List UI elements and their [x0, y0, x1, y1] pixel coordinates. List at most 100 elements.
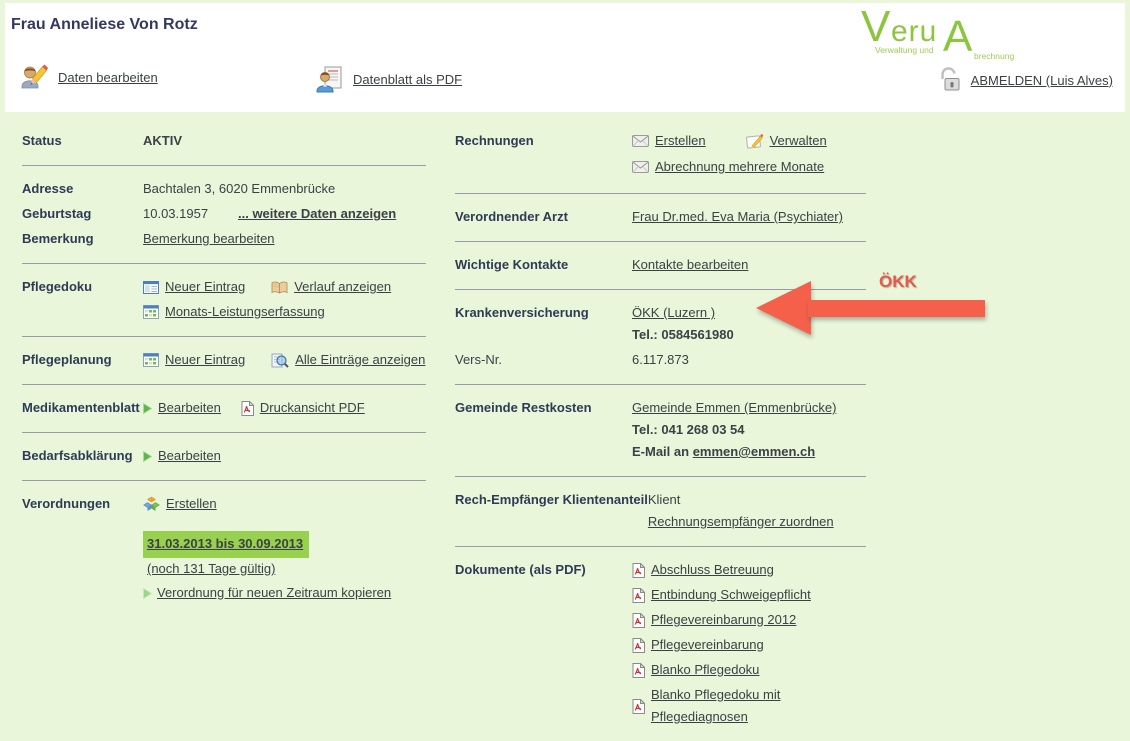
prescription-period-link[interactable]: 31.03.2013 bis 30.09.2013: [143, 531, 310, 558]
municipality-email-link[interactable]: emmen@emmen.ch: [692, 444, 816, 459]
document-link[interactable]: Abschluss Betreuung: [632, 559, 866, 581]
document-link[interactable]: Pflegevereinbarung 2012: [632, 609, 866, 631]
annotation-text: ÖKK: [879, 272, 917, 291]
care-planning-label: Pflegeplanung: [22, 352, 112, 367]
care-doc-new-entry-link[interactable]: Neuer Eintrag: [143, 276, 245, 298]
verua-logo: V eru A Verwaltung und brechnung: [861, 5, 1014, 62]
annotation-arrow-body: [808, 300, 985, 317]
pdf-icon[interactable]: [632, 587, 645, 603]
birthday-value: 10.03.1957: [143, 206, 209, 221]
prescribing-doctor-link[interactable]: Frau Dr.med. Eva Maria (Psychiater): [632, 209, 843, 224]
section-status: Status AKTIV: [22, 118, 426, 166]
search-entries-icon[interactable]: [271, 353, 289, 368]
remark-label: Bemerkung: [22, 231, 94, 246]
needs-assessment-label: Bedarfsabklärung: [22, 448, 133, 463]
prescription-period-row: 31.03.2013 bis 30.09.2013 (noch 131 Tage…: [143, 531, 426, 580]
insurance-no-value: 6.117.873: [632, 352, 689, 367]
invoices-label: Rechnungen: [455, 133, 534, 148]
logo-letters-eru: eru: [891, 15, 938, 48]
medication-edit-link[interactable]: Bearbeiten: [143, 397, 221, 419]
address-label: Adresse: [22, 181, 74, 196]
pdf-icon[interactable]: [632, 562, 645, 578]
pdf-icon[interactable]: [632, 698, 645, 714]
section-documents: Dokumente (als PDF) Abschluss Betreuung …: [455, 547, 866, 741]
health-insurance-link[interactable]: ÖKK (Luzern ): [632, 305, 716, 320]
document-link[interactable]: Blanko Pflegedoku mit Pflegediagnosen: [632, 684, 866, 728]
section-care-doc: Pflegedoku Neuer Eintrag: [22, 264, 426, 337]
logout-label[interactable]: ABMELDEN (Luis Alves): [970, 72, 1113, 88]
care-doc-monthly-link[interactable]: Monats-Leistungserfassung: [143, 301, 325, 323]
email-prefix: E-Mail an: [632, 444, 690, 459]
book-history-icon[interactable]: [271, 281, 288, 294]
insurance-no-label: Vers-Nr.: [455, 352, 502, 367]
section-important-contacts: Wichtige Kontakte Kontakte bearbeiten: [455, 242, 866, 290]
pdf-icon[interactable]: [632, 662, 645, 678]
edit-data-link[interactable]: Daten bearbeiten: [19, 63, 158, 91]
logout-link[interactable]: ABMELDEN (Luis Alves): [940, 67, 1113, 93]
health-insurance-label: Krankenversicherung: [455, 305, 589, 320]
envelope-icon[interactable]: [632, 135, 649, 147]
documents-label: Dokumente (als PDF): [455, 562, 586, 577]
person-datasheet-icon[interactable]: [316, 65, 344, 93]
unlock-icon[interactable]: [940, 67, 962, 93]
prescription-copy-link[interactable]: Verordnung für neuen Zeitraum kopieren: [157, 585, 392, 600]
edit-remark-link[interactable]: Bemerkung bearbeiten: [143, 231, 275, 246]
page-title: Frau Anneliese Von Rotz: [11, 16, 198, 33]
municipality-label: Gemeinde Restkosten: [455, 400, 592, 415]
document-link[interactable]: Pflegevereinbarung: [632, 634, 866, 656]
edit-contacts-link[interactable]: Kontakte bearbeiten: [632, 257, 749, 272]
assign-recipient-link[interactable]: Rechnungsempfänger zuordnen: [647, 514, 834, 529]
section-prescriptions: Verordnungen Erstellen: [22, 481, 426, 617]
more-data-link[interactable]: ... weitere Daten anzeigen: [238, 206, 397, 221]
pdf-icon[interactable]: [632, 612, 645, 628]
calendar-grid-icon[interactable]: [143, 305, 159, 319]
calendar-grid-icon[interactable]: [143, 353, 159, 367]
section-medication-sheet: Medikamentenblatt Bearbeiten: [22, 385, 426, 433]
pdf-icon[interactable]: [241, 400, 254, 416]
medication-sheet-label: Medikamentenblatt: [22, 400, 140, 415]
datasheet-pdf-link[interactable]: Datenblatt als PDF: [316, 65, 462, 93]
document-link[interactable]: Blanko Pflegedoku: [632, 659, 866, 681]
logo-tagline-left: Verwaltung und: [875, 45, 934, 55]
section-care-planning: Pflegeplanung Neuer Eintrag: [22, 337, 426, 385]
pdf-icon[interactable]: [632, 637, 645, 653]
important-contacts-label: Wichtige Kontakte: [455, 257, 569, 272]
prescription-create-link[interactable]: Erstellen: [143, 493, 426, 515]
invoice-create-link[interactable]: Erstellen: [632, 130, 706, 152]
address-value: Bachtalen 3, 6020 Emmenbrücke: [143, 181, 336, 196]
care-doc-history-link[interactable]: Verlauf anzeigen: [271, 276, 391, 298]
needs-assessment-edit-link[interactable]: Bearbeiten: [143, 445, 221, 467]
prescription-validity-link[interactable]: (noch 131 Tage gültig): [147, 561, 276, 576]
green-arrow-icon[interactable]: [143, 450, 152, 462]
datasheet-pdf-label[interactable]: Datenblatt als PDF: [353, 71, 463, 87]
care-planning-show-all-link[interactable]: Alle Einträge anzeigen: [271, 349, 425, 371]
health-insurance-phone: Tel.: 0584561980: [632, 327, 734, 342]
form-new-entry-icon[interactable]: [143, 280, 159, 294]
municipality-link[interactable]: Gemeinde Emmen (Emmenbrücke): [632, 400, 837, 415]
municipality-email-line: E-Mail an emmen@emmen.ch: [632, 441, 836, 463]
section-needs-assessment: Bedarfsabklärung Bearbeiten: [22, 433, 426, 481]
care-planning-new-entry-link[interactable]: Neuer Eintrag: [143, 349, 245, 371]
page: Frau Anneliese Von Rotz V eru A Verwaltu…: [5, 3, 1125, 724]
header: Frau Anneliese Von Rotz V eru A Verwaltu…: [5, 3, 1125, 112]
green-arrow-icon[interactable]: [143, 402, 152, 414]
logo-letter-a: A: [943, 12, 973, 61]
left-column: Status AKTIV Adresse Bachtalen 3, 6020 E…: [22, 118, 426, 617]
invoice-recipient-value: Klient: [647, 492, 681, 507]
invoice-manage-link[interactable]: Verwalten: [745, 130, 827, 152]
packages-icon[interactable]: [143, 496, 160, 512]
status-value: AKTIV: [143, 133, 182, 148]
envelope-icon[interactable]: [632, 161, 649, 173]
care-doc-label: Pflegedoku: [22, 279, 93, 294]
person-edit-icon[interactable]: [19, 63, 49, 91]
invoice-multi-month-link[interactable]: Abrechnung mehrere Monate: [632, 156, 824, 178]
medication-print-pdf-link[interactable]: Druckansicht PDF: [241, 397, 365, 419]
right-column: Rechnungen Erstellen: [455, 112, 866, 741]
section-prescribing-doctor: Verordnender Arzt Frau Dr.med. Eva Maria…: [455, 194, 866, 242]
status-label: Status: [22, 133, 62, 148]
invoice-recipient-label: Rech-Empfänger Klientenanteil: [455, 492, 648, 507]
green-arrow-icon: [143, 587, 152, 599]
document-link[interactable]: Entbindung Schweigepflicht: [632, 584, 866, 606]
edit-data-label[interactable]: Daten bearbeiten: [58, 69, 158, 85]
pencil-edit-icon[interactable]: [745, 133, 764, 149]
